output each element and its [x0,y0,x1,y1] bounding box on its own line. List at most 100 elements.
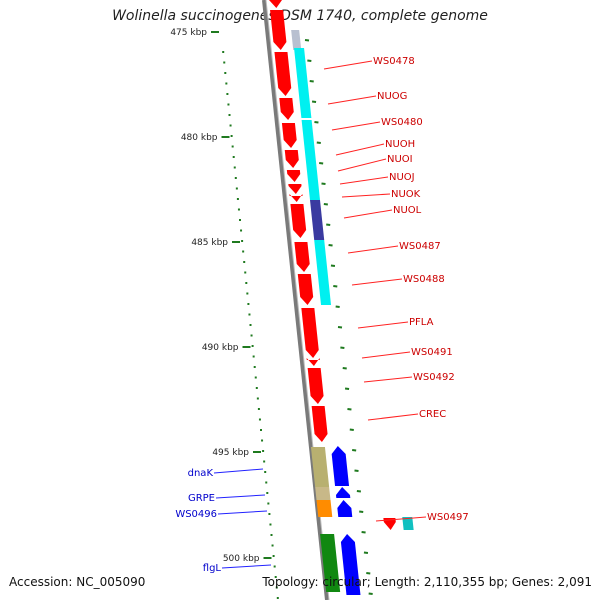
forward-genes [269,0,414,530]
gc-tick [319,162,324,165]
gene-label-nuoi[interactable]: NUOI [387,154,413,165]
gene-label-ws0497[interactable]: WS0497 [427,512,469,523]
gc-tick [321,182,326,185]
gene-label-nuol[interactable]: NUOL [393,205,422,216]
gc-tick [326,223,331,226]
gene-label-pfla[interactable]: PFLA [409,317,434,328]
tan-feature [315,487,331,500]
forward-gene-arrow [294,242,310,272]
forward-gene-arrow [270,10,287,50]
gene-leader-line [361,351,411,359]
cyan-feature-track [291,30,332,305]
gc-tick [323,203,328,206]
reverse-gene-arrow [337,500,353,517]
forward-gene-arrow [301,308,319,358]
forward-gene-arrow [289,194,303,202]
gc-tick [342,367,347,370]
gene-label-ws0491[interactable]: WS0491 [411,347,453,358]
gene-leader-line [367,413,419,421]
gc-tick [314,121,319,124]
gene-label-grpe[interactable]: GRPE [188,493,215,504]
gene-label-ws0492[interactable]: WS0492 [413,372,455,383]
topology-text: Topology: circular; Length: 2,110,355 bp… [262,575,592,589]
reverse-gene-arrow [340,534,361,595]
gene-leader-line [357,321,409,329]
gene-leader-line [337,158,387,172]
cyan-feature [402,517,414,530]
forward-gene-arrow [269,0,282,8]
gc-tick [328,244,333,247]
gene-label-ws0480[interactable]: WS0480 [381,117,423,128]
gene-label-crec[interactable]: CREC [419,409,446,420]
navy-feature [310,200,325,240]
gene-label-flgl[interactable]: flgL [203,563,222,574]
minor-ticks [222,51,279,599]
gc-tick [361,531,366,534]
orange-feature [316,500,333,517]
reverse-gene-arrow [335,487,351,498]
gene-leader-line [351,278,403,286]
gene-leader-line [221,564,272,569]
gene-label-ws0487[interactable]: WS0487 [399,241,441,252]
gc-tick [356,490,361,493]
gc-tick [330,264,336,267]
forward-gene-arrow [290,204,307,238]
gc-tick [307,59,312,62]
gc-tick [359,510,364,513]
gc-tick [335,305,340,308]
grey-feature [291,30,302,50]
forward-gene-arrow [311,406,328,442]
tick-label: 480 kbp [181,133,218,143]
gc-tick [316,141,321,144]
gene-label-nuoj[interactable]: NUOJ [389,172,415,183]
cyan-feature [314,240,332,305]
gene-leader-line [335,143,385,156]
gene-labels: WS0478 NUOG WS0480 NUOH NUOI NUOJ NUOK NUOL WS04… [175,56,468,574]
gene-leader-line [339,176,389,185]
tick-label: 500 kbp [223,554,260,564]
gc-skew-ticks [304,39,373,595]
forward-gene-arrow [297,274,314,305]
gc-tick [354,469,359,472]
gc-tick [349,428,354,431]
gene-leader-line [215,494,266,499]
forward-gene-arrow [383,518,396,530]
gene-label-ws0496[interactable]: WS0496 [175,509,217,520]
gc-tick [368,592,373,595]
forward-gene-arrow [286,170,301,182]
gene-leader-line [341,193,391,198]
tick-label: 485 kbp [191,238,228,248]
gene-leader-line [331,121,381,131]
gc-tick [309,80,314,83]
map-title: Wolinella succinogenes DSM 1740, complet… [112,8,488,24]
gc-tick [366,572,371,575]
gc-tick [337,326,343,329]
gene-leader-line [217,510,268,515]
gene-leader-line [343,209,393,219]
gene-label-ws0478[interactable]: WS0478 [373,56,415,67]
gene-leader-line [363,376,413,383]
gc-tick [363,551,369,554]
gene-label-ws0488[interactable]: WS0488 [403,274,445,285]
gc-tick [333,285,338,288]
accession-text: Accession: NC_005090 [9,575,146,589]
tick-label: 495 kbp [212,448,249,458]
tan-feature [310,447,330,487]
cyan-feature [301,120,320,200]
forward-gene-arrow [279,98,294,120]
tick-label: 475 kbp [170,28,207,38]
reverse-gene-arrow [331,446,350,486]
forward-gene-arrow [288,184,302,194]
forward-gene-arrow [306,358,320,366]
gene-label-dnak[interactable]: dnaK [188,468,214,479]
gene-label-nuoh[interactable]: NUOH [385,139,415,150]
reverse-genes [310,446,361,595]
gc-tick [347,408,352,411]
gene-label-nuog[interactable]: NUOG [377,91,407,102]
gene-leader-line [327,95,377,105]
gene-leader-line [347,245,399,254]
forward-gene-arrow [307,368,324,404]
cyan-feature [294,48,312,118]
gene-label-nuok[interactable]: NUOK [391,189,421,200]
